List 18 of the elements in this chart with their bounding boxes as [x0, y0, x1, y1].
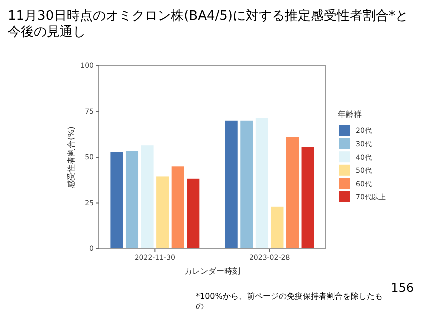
bar [187, 178, 200, 249]
text: *100%から、前ページの免疫保持者割合を除したもの [196, 292, 383, 311]
bar [286, 137, 300, 249]
bar [141, 146, 154, 249]
y-axis-title: 感受性者割合(%) [67, 126, 76, 188]
bar [271, 206, 284, 249]
bar [302, 147, 314, 249]
bar [110, 152, 124, 249]
chart-title: 11月30日時点のオミクロン株(BA4/5)に対する推定感受性者割合*と今後の見通し [8, 8, 408, 40]
bar [126, 151, 139, 249]
bar [225, 120, 238, 249]
x-axis-title: カレンダー時刻 [184, 267, 240, 276]
bar [256, 118, 268, 249]
legend-title: 年齢群 [338, 110, 362, 119]
bar [156, 176, 170, 249]
bar [240, 120, 254, 249]
text: 156 [391, 281, 414, 295]
bar [172, 166, 184, 249]
